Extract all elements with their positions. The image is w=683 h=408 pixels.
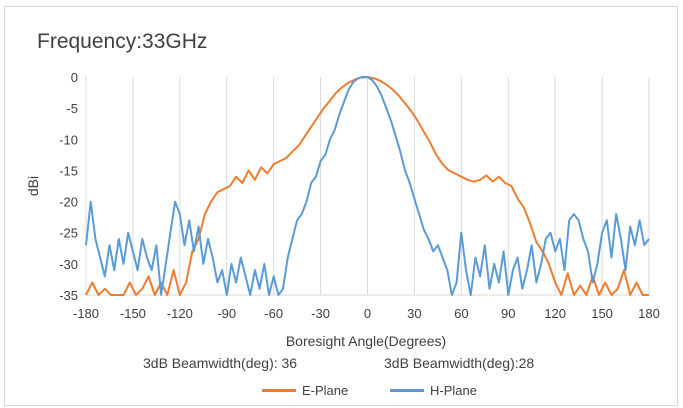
y-axis-label: dBi	[25, 176, 41, 196]
series-line-h-plane	[85, 76, 650, 296]
x-tick-label: 0	[364, 306, 371, 321]
x-tick-label: -90	[217, 306, 236, 321]
x-tick-label: -60	[264, 306, 283, 321]
y-tick-label: 0	[71, 70, 78, 85]
x-tick-label: -30	[311, 306, 330, 321]
legend-swatch-e-plane	[262, 389, 296, 392]
y-tick-label: -15	[59, 163, 78, 178]
x-tick-label: 60	[454, 306, 468, 321]
y-tick-label: -25	[59, 226, 78, 241]
x-tick-label: 30	[407, 306, 421, 321]
y-tick-label: -10	[59, 132, 78, 147]
series-lines	[85, 76, 650, 296]
y-tick-label: -35	[59, 288, 78, 303]
x-tick-label: 150	[591, 306, 613, 321]
x-tick-label: 180	[638, 306, 660, 321]
x-axis-label: Boresight Angle(Degrees)	[286, 333, 446, 349]
x-tick-label: -150	[120, 306, 146, 321]
x-tick-label: -180	[73, 306, 99, 321]
annotation-h-plane-beamwidth: 3dB Beamwidth(deg):28	[384, 355, 535, 371]
legend-label-h-plane: H-Plane	[430, 383, 477, 398]
x-tick-label: 120	[544, 306, 566, 321]
legend-swatch-h-plane	[390, 389, 424, 392]
legend-item-e-plane: E-Plane	[262, 383, 348, 398]
legend-label-e-plane: E-Plane	[302, 383, 349, 398]
annotation-e-plane-beamwidth: 3dB Beamwidth(deg): 36	[143, 355, 298, 371]
x-tick-label: -120	[167, 306, 193, 321]
x-tick-label: 90	[501, 306, 515, 321]
y-tick-label: -30	[59, 257, 78, 272]
chart-title: Frequency:33GHz	[37, 30, 208, 53]
y-tick-labels: 0 -5 -10 -15 -20 -25 -30 -35	[59, 70, 78, 303]
y-tick-label: -5	[66, 101, 78, 116]
legend-item-h-plane: H-Plane	[390, 383, 477, 398]
chart-frame	[4, 6, 678, 406]
x-tick-labels: -180 -150 -120 -90 -60 -30 0 30 60 90 120 150 180	[73, 306, 660, 321]
y-tick-label: -20	[59, 195, 78, 210]
